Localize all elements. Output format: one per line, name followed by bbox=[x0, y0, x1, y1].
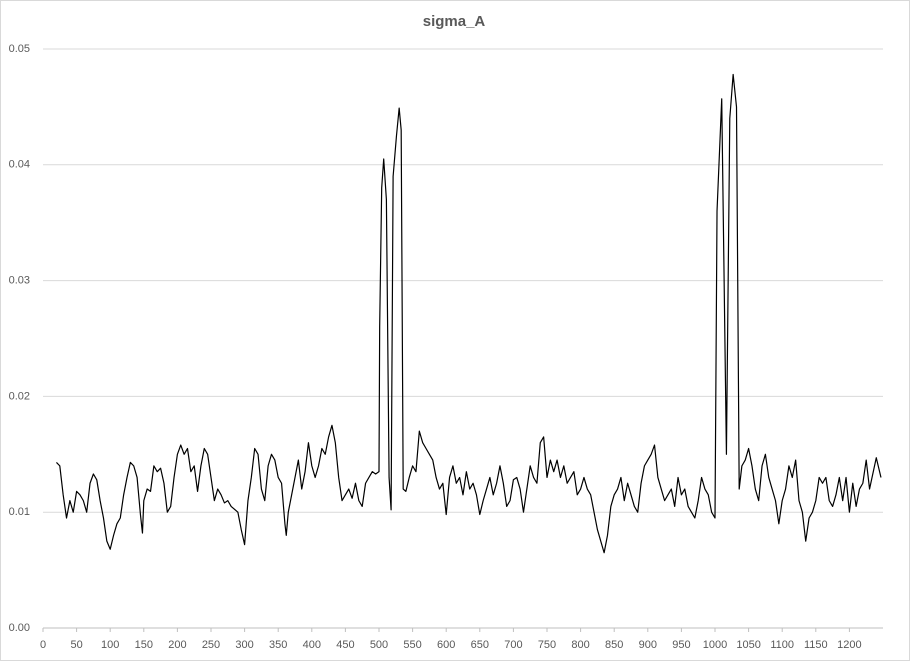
x-tick-label: 900 bbox=[639, 639, 657, 651]
x-tick-label: 1050 bbox=[736, 639, 760, 651]
x-tick-label: 950 bbox=[672, 639, 690, 651]
x-tick-label: 700 bbox=[504, 639, 522, 651]
x-tick-label: 850 bbox=[605, 639, 623, 651]
x-tick-label: 200 bbox=[168, 639, 186, 651]
x-tick-label: 650 bbox=[471, 639, 489, 651]
x-tick-label: 550 bbox=[403, 639, 421, 651]
y-tick-label: 0.03 bbox=[9, 275, 30, 287]
x-tick-label: 750 bbox=[538, 639, 556, 651]
x-tick-label: 150 bbox=[135, 639, 153, 651]
y-tick-label: 0.04 bbox=[9, 159, 30, 171]
x-tick-label: 600 bbox=[437, 639, 455, 651]
x-tick-label: 350 bbox=[269, 639, 287, 651]
chart-title: sigma_A bbox=[423, 13, 486, 30]
x-tick-label: 50 bbox=[70, 639, 82, 651]
y-tick-label: 0.01 bbox=[9, 506, 30, 518]
x-tick-label: 500 bbox=[370, 639, 388, 651]
data-line bbox=[56, 73, 882, 554]
x-tick-label: 250 bbox=[202, 639, 220, 651]
x-tick-label: 100 bbox=[101, 639, 119, 651]
x-tick-label: 1200 bbox=[837, 639, 861, 651]
x-tick-label: 1000 bbox=[703, 639, 727, 651]
y-tick-label: 0.00 bbox=[9, 622, 30, 634]
x-tick-label: 400 bbox=[303, 639, 321, 651]
y-tick-label: 0.05 bbox=[9, 43, 30, 55]
y-tick-label: 0.02 bbox=[9, 390, 30, 402]
x-tick-label: 450 bbox=[336, 639, 354, 651]
x-tick-label: 800 bbox=[571, 639, 589, 651]
x-tick-label: 0 bbox=[40, 639, 46, 651]
x-tick-label: 1150 bbox=[804, 639, 828, 651]
x-tick-label: 1100 bbox=[770, 639, 794, 651]
x-tick-label: 300 bbox=[235, 639, 253, 651]
